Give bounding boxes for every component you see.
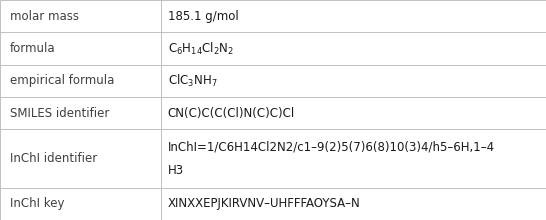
Text: $\mathregular{ClC_3NH_7}$: $\mathregular{ClC_3NH_7}$ — [168, 73, 217, 89]
Bar — [0, 65, 546, 97]
Bar — [0, 97, 546, 129]
Text: SMILES identifier: SMILES identifier — [10, 107, 109, 120]
Text: $\mathregular{C_6H_{14}Cl_2N_2}$: $\mathregular{C_6H_{14}Cl_2N_2}$ — [168, 40, 234, 57]
Text: molar mass: molar mass — [10, 10, 79, 23]
Bar — [0, 32, 546, 65]
Text: InChI identifier: InChI identifier — [10, 152, 97, 165]
Bar — [0, 129, 546, 188]
Text: XINXXEPJKIRVNV–UHFFFAOYSA–N: XINXXEPJKIRVNV–UHFFFAOYSA–N — [168, 197, 360, 210]
Text: 185.1 g/mol: 185.1 g/mol — [168, 10, 239, 23]
Text: InChI key: InChI key — [10, 197, 64, 210]
Bar — [0, 0, 546, 32]
Text: InChI=1/C6H14Cl2N2/c1–9(2)5(7)6(8)10(3)4/h5–6H,1–4: InChI=1/C6H14Cl2N2/c1–9(2)5(7)6(8)10(3)4… — [168, 140, 495, 153]
Text: CN(C)C(C(Cl)N(C)C)Cl: CN(C)C(C(Cl)N(C)C)Cl — [168, 107, 295, 120]
Text: H3: H3 — [168, 164, 184, 177]
Text: empirical formula: empirical formula — [10, 74, 114, 87]
Text: formula: formula — [10, 42, 56, 55]
Bar — [0, 188, 546, 220]
